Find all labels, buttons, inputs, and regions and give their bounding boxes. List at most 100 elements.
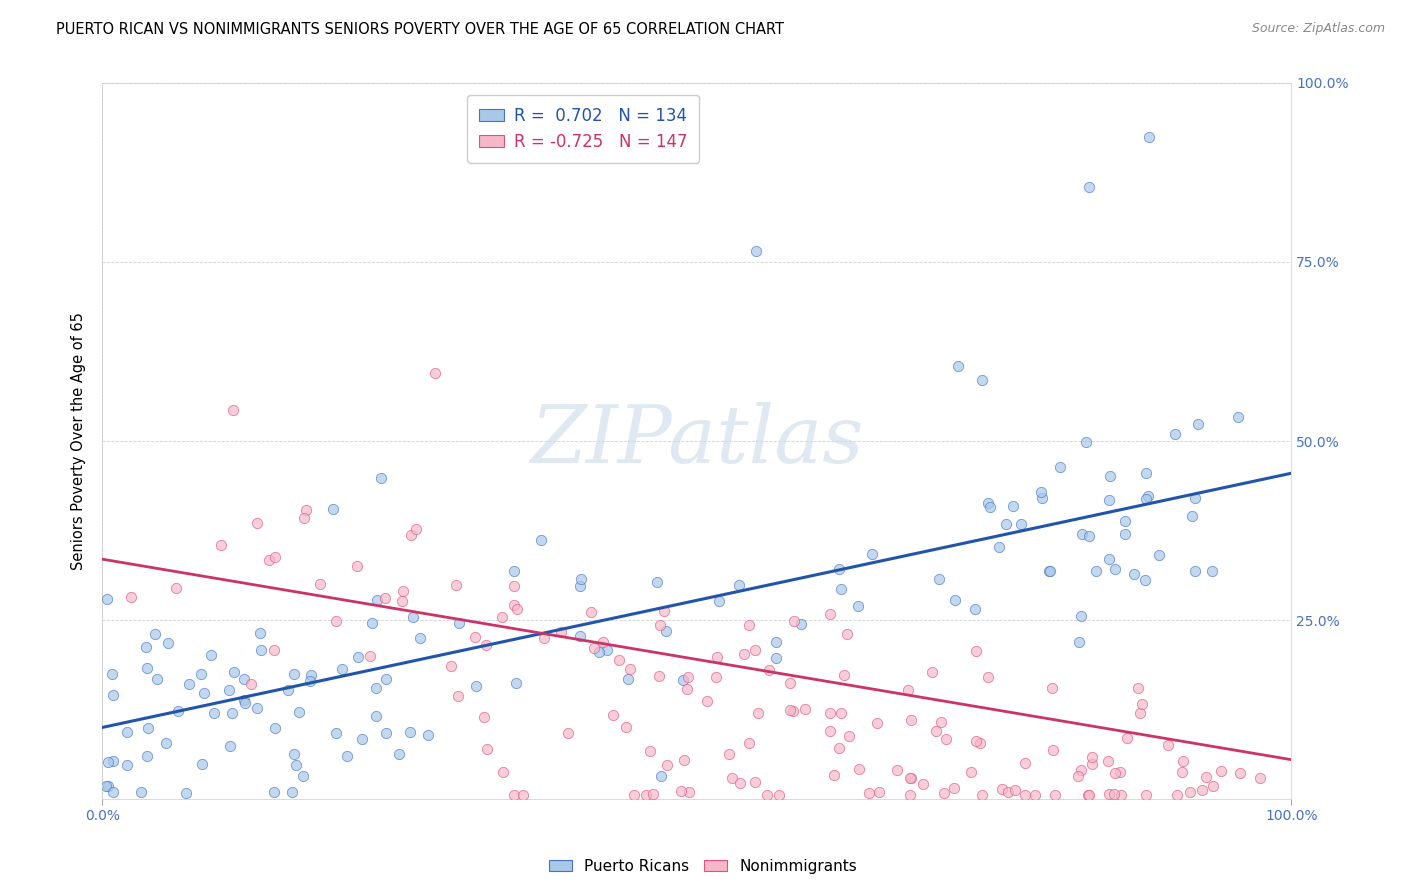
Point bbox=[1229, 765, 1251, 780]
Point bbox=[1029, 485, 1052, 500]
Point bbox=[720, 771, 742, 785]
Point bbox=[325, 614, 347, 628]
Point bbox=[1031, 491, 1053, 505]
Point bbox=[596, 643, 619, 657]
Point bbox=[100, 667, 122, 681]
Point bbox=[718, 747, 741, 762]
Point bbox=[925, 724, 948, 739]
Point bbox=[1137, 129, 1160, 144]
Point bbox=[190, 667, 212, 681]
Point bbox=[502, 789, 524, 803]
Point bbox=[782, 704, 804, 718]
Point bbox=[101, 785, 124, 799]
Point bbox=[607, 653, 630, 667]
Point bbox=[222, 403, 245, 417]
Point bbox=[165, 581, 187, 595]
Point bbox=[1195, 770, 1218, 784]
Point bbox=[1070, 526, 1092, 541]
Point bbox=[828, 741, 851, 756]
Point bbox=[359, 648, 381, 663]
Point bbox=[336, 748, 359, 763]
Point bbox=[1070, 763, 1092, 777]
Point bbox=[350, 732, 373, 747]
Point bbox=[655, 624, 678, 639]
Point bbox=[97, 779, 120, 793]
Point bbox=[581, 605, 603, 619]
Point bbox=[219, 739, 242, 753]
Point bbox=[672, 673, 695, 688]
Point bbox=[502, 579, 524, 593]
Point bbox=[232, 672, 254, 686]
Point bbox=[240, 677, 263, 691]
Text: Source: ZipAtlas.com: Source: ZipAtlas.com bbox=[1251, 22, 1385, 36]
Point bbox=[1109, 789, 1132, 803]
Point bbox=[790, 617, 813, 632]
Point bbox=[505, 676, 527, 690]
Point bbox=[848, 762, 870, 776]
Point bbox=[97, 756, 120, 770]
Point bbox=[979, 500, 1001, 515]
Point bbox=[657, 757, 679, 772]
Point bbox=[425, 366, 447, 380]
Point bbox=[402, 610, 425, 624]
Point bbox=[988, 540, 1011, 554]
Point bbox=[1147, 548, 1170, 562]
Point bbox=[886, 764, 908, 778]
Point bbox=[676, 681, 699, 696]
Point bbox=[446, 578, 468, 592]
Point bbox=[1102, 787, 1125, 801]
Point bbox=[347, 650, 370, 665]
Point bbox=[758, 663, 780, 677]
Point bbox=[308, 576, 330, 591]
Y-axis label: Seniors Poverty Over the Age of 65: Seniors Poverty Over the Age of 65 bbox=[72, 312, 86, 570]
Point bbox=[281, 785, 304, 799]
Point bbox=[818, 607, 841, 622]
Point bbox=[1178, 785, 1201, 799]
Point bbox=[285, 757, 308, 772]
Point bbox=[399, 724, 422, 739]
Text: ZIPatlas: ZIPatlas bbox=[530, 402, 863, 480]
Legend: Puerto Ricans, Nonimmigrants: Puerto Ricans, Nonimmigrants bbox=[543, 853, 863, 880]
Point bbox=[744, 643, 766, 657]
Point bbox=[1184, 491, 1206, 505]
Point bbox=[299, 668, 322, 682]
Point bbox=[972, 373, 994, 387]
Point bbox=[375, 672, 398, 686]
Point bbox=[200, 648, 222, 662]
Point bbox=[96, 779, 118, 793]
Point bbox=[733, 647, 755, 661]
Point bbox=[366, 681, 388, 695]
Point bbox=[969, 736, 991, 750]
Point bbox=[1184, 564, 1206, 578]
Point bbox=[391, 583, 413, 598]
Point bbox=[503, 598, 526, 612]
Point bbox=[491, 610, 513, 624]
Point bbox=[673, 753, 696, 767]
Point bbox=[366, 593, 388, 607]
Point bbox=[948, 359, 970, 373]
Point bbox=[136, 749, 159, 764]
Point bbox=[250, 642, 273, 657]
Point bbox=[823, 768, 845, 782]
Point bbox=[568, 578, 591, 592]
Point bbox=[263, 643, 285, 657]
Point bbox=[202, 706, 225, 721]
Point bbox=[898, 789, 921, 803]
Point bbox=[288, 706, 311, 720]
Point bbox=[619, 662, 641, 676]
Point bbox=[1171, 765, 1194, 780]
Point bbox=[472, 710, 495, 724]
Point bbox=[1126, 681, 1149, 695]
Point bbox=[1226, 409, 1249, 424]
Point bbox=[765, 650, 787, 665]
Point bbox=[447, 689, 470, 703]
Point bbox=[932, 786, 955, 800]
Point bbox=[846, 599, 869, 613]
Point bbox=[370, 470, 392, 484]
Point bbox=[474, 638, 496, 652]
Point bbox=[1209, 764, 1232, 779]
Point bbox=[465, 680, 488, 694]
Point bbox=[818, 706, 841, 720]
Point bbox=[505, 602, 527, 616]
Point bbox=[166, 704, 188, 718]
